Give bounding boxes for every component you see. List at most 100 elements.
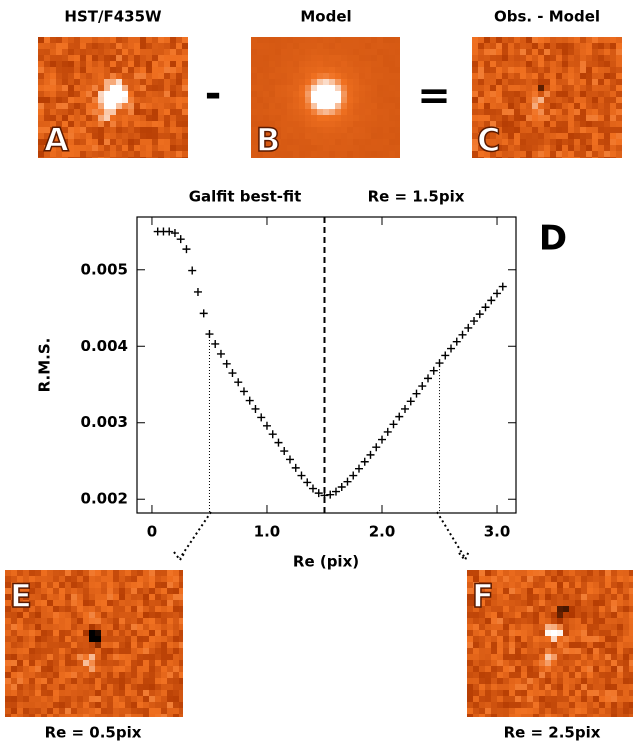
pixel [149, 606, 155, 612]
pixel [479, 630, 485, 636]
pixel [539, 678, 545, 684]
pixel [323, 43, 329, 49]
pixel [593, 678, 599, 684]
pixel [526, 97, 532, 103]
pixel [473, 624, 479, 630]
pixel [116, 103, 122, 109]
pixel [514, 115, 520, 121]
pixel [41, 642, 47, 648]
pixel [113, 576, 119, 582]
pixel [317, 121, 323, 127]
pixel [467, 612, 473, 618]
pixel [485, 624, 491, 630]
pixel [520, 37, 526, 43]
point [165, 227, 174, 236]
pixel [611, 582, 617, 588]
pixel [551, 624, 557, 630]
pixel [149, 612, 155, 618]
pixel [389, 91, 395, 97]
pixel [586, 121, 592, 127]
pixel [53, 666, 59, 672]
pixel [335, 139, 341, 145]
pixel [263, 139, 269, 145]
pixel [629, 684, 633, 690]
pixel [77, 576, 83, 582]
pixel [29, 612, 35, 618]
pixel [598, 55, 604, 61]
pixel [92, 79, 98, 85]
pixel [44, 85, 50, 91]
pixel [623, 714, 629, 717]
pixel [617, 588, 623, 594]
pixel [149, 678, 155, 684]
pixel [170, 133, 176, 139]
pixel [143, 606, 149, 612]
thumbnail [251, 37, 400, 158]
pixel [581, 642, 587, 648]
pixel [182, 151, 188, 157]
point [257, 413, 266, 422]
pixel [563, 708, 569, 714]
pixel [478, 43, 484, 49]
pixel [317, 97, 323, 103]
caption: Re = 0.5pix [45, 724, 142, 742]
pixel [11, 648, 17, 654]
pixel [574, 85, 580, 91]
pixel [50, 85, 56, 91]
pixel [146, 151, 152, 157]
pixel [539, 606, 545, 612]
pixel [569, 630, 575, 636]
pixel [176, 151, 182, 157]
pixel [128, 133, 134, 139]
pixel [119, 642, 125, 648]
point [216, 349, 225, 358]
y-tick-label: 0.002 [81, 490, 128, 508]
pixel [539, 666, 545, 672]
pixel [629, 660, 633, 666]
pixel [611, 690, 617, 696]
pixel [89, 570, 95, 576]
pixel [65, 648, 71, 654]
pixel [557, 588, 563, 594]
pixel [68, 91, 74, 97]
pixel [167, 714, 173, 717]
pixel [359, 49, 365, 55]
pixel [140, 145, 146, 151]
pixel [335, 157, 341, 158]
pixel [581, 696, 587, 702]
pixel [59, 708, 65, 714]
pixel [149, 684, 155, 690]
pixel [17, 660, 23, 666]
pixel [371, 49, 377, 55]
pixel [116, 127, 122, 133]
pixel [35, 702, 41, 708]
pixel [92, 115, 98, 121]
pixel [605, 630, 611, 636]
pixel [275, 67, 281, 73]
pixel [502, 109, 508, 115]
pixel [47, 576, 53, 582]
pixel [317, 61, 323, 67]
pixel [323, 151, 329, 157]
pixel [128, 145, 134, 151]
pixel [599, 600, 605, 606]
pixel [587, 606, 593, 612]
pixel [5, 606, 11, 612]
pixel [353, 37, 359, 43]
pixel [562, 133, 568, 139]
pixel [371, 43, 377, 49]
pixel [365, 151, 371, 157]
pixel [155, 588, 161, 594]
pixel [251, 97, 257, 103]
pixel [581, 690, 587, 696]
thumbnail [472, 37, 622, 158]
pixel [41, 624, 47, 630]
pixel [550, 49, 556, 55]
pixel [473, 600, 479, 606]
pixel [137, 618, 143, 624]
pixel [563, 696, 569, 702]
pixel [371, 91, 377, 97]
pixel [502, 157, 508, 158]
pixel [5, 666, 11, 672]
pixel [158, 37, 164, 43]
